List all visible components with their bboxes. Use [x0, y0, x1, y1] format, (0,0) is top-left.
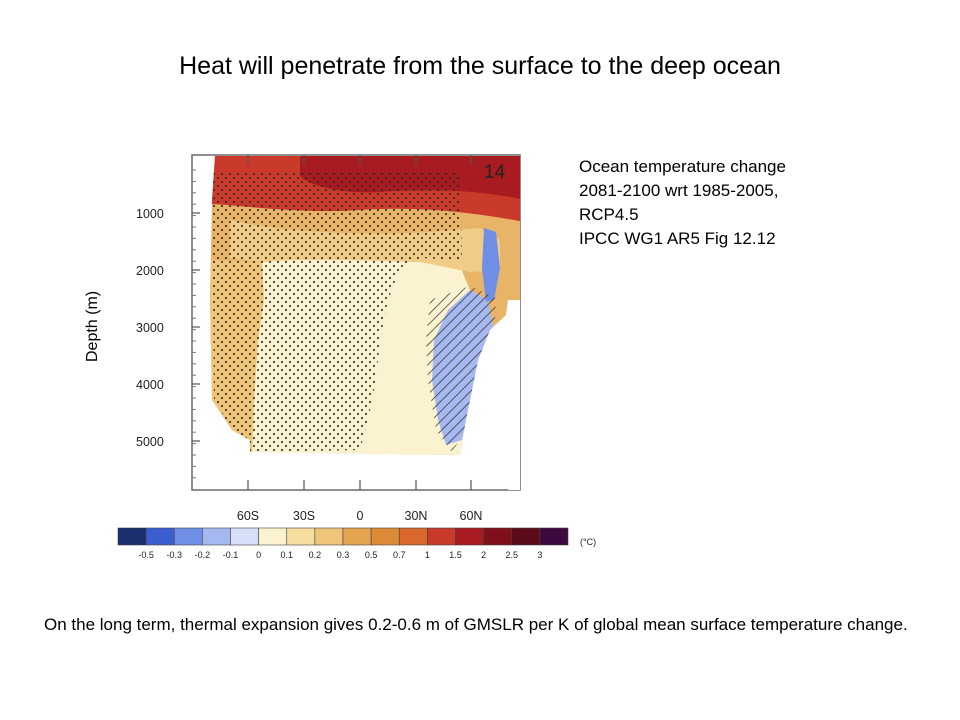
slide-title: Heat will penetrate from the surface to … [179, 52, 781, 80]
colorbar-swatch [370, 527, 400, 546]
colorbar-label: -0.2 [195, 550, 211, 560]
colorbar-swatch [258, 527, 288, 546]
colorbar-label: 1.5 [449, 550, 462, 560]
y-axis: 1000 2000 3000 4000 5000 [136, 169, 200, 479]
colorbar-swatch [286, 527, 316, 546]
colorbar-label: 1 [425, 550, 430, 560]
figure-note: Ocean temperature change 2081-2100 wrt 1… [579, 155, 786, 251]
colorbar-label: 0.5 [365, 550, 378, 560]
colorbar-swatch [483, 527, 513, 546]
colorbar-swatch [539, 527, 569, 546]
colorbar-swatch [202, 527, 231, 546]
y-tick-label: 4000 [136, 378, 164, 392]
land-mask-east [508, 300, 520, 490]
y-tick-label: 3000 [136, 321, 164, 335]
colorbar-unit: (°C) [580, 537, 596, 547]
stippled-region [212, 172, 462, 452]
y-tick-label: 1000 [136, 207, 164, 221]
x-tick-label: 30S [293, 509, 315, 523]
note-line: Ocean temperature change [579, 157, 786, 176]
note-line: RCP4.5 [579, 205, 639, 224]
x-tick-label: 60S [237, 509, 259, 523]
colorbar-label: -0.5 [138, 550, 154, 560]
colorbar-swatch [117, 527, 147, 546]
x-tick-label: 30N [405, 509, 428, 523]
colorbar-label: 0.2 [309, 550, 322, 560]
colorbar-swatch [455, 527, 484, 546]
y-tick-label: 5000 [136, 435, 164, 449]
note-line: IPCC WG1 AR5 Fig 12.12 [579, 229, 776, 248]
colorbar-swatch [314, 527, 344, 546]
colorbar-swatch [398, 527, 428, 546]
colorbar: -0.5 -0.3 -0.2 -0.1 0 0.1 0.2 0.3 0.5 0.7 1 1.5 2 2.5… [117, 527, 569, 560]
colorbar-label: -0.1 [223, 550, 239, 560]
colorbar-label: 0.1 [280, 550, 293, 560]
x-axis: 60S 30S 0 30N 60N [237, 155, 483, 523]
arctic-cooling-field [482, 228, 500, 302]
colorbar-swatch [230, 527, 259, 546]
colorbar-label: 3 [537, 550, 542, 560]
colorbar-label: -0.3 [166, 550, 182, 560]
x-tick-label: 60N [460, 509, 483, 523]
x-tick-label: 0 [357, 509, 364, 523]
colorbar-swatch [342, 527, 372, 546]
colorbar-swatch [145, 527, 175, 546]
hatched-region [426, 286, 496, 452]
colorbar-swatch [427, 527, 456, 546]
note-line: 2081-2100 wrt 1985-2005, [579, 181, 779, 200]
slide-footer: On the long term, thermal expansion give… [44, 615, 908, 634]
panel-label: 14 [484, 162, 506, 183]
colorbar-label: 2.5 [505, 550, 518, 560]
colorbar-swatch [173, 527, 203, 546]
colorbar-label: 0.7 [393, 550, 406, 560]
colorbar-label: 2 [481, 550, 486, 560]
colorbar-label: 0.3 [337, 550, 350, 560]
colorbar-label: 0 [256, 550, 261, 560]
plot-area [191, 154, 521, 491]
y-tick-label: 2000 [136, 264, 164, 278]
colorbar-swatch [511, 527, 541, 546]
